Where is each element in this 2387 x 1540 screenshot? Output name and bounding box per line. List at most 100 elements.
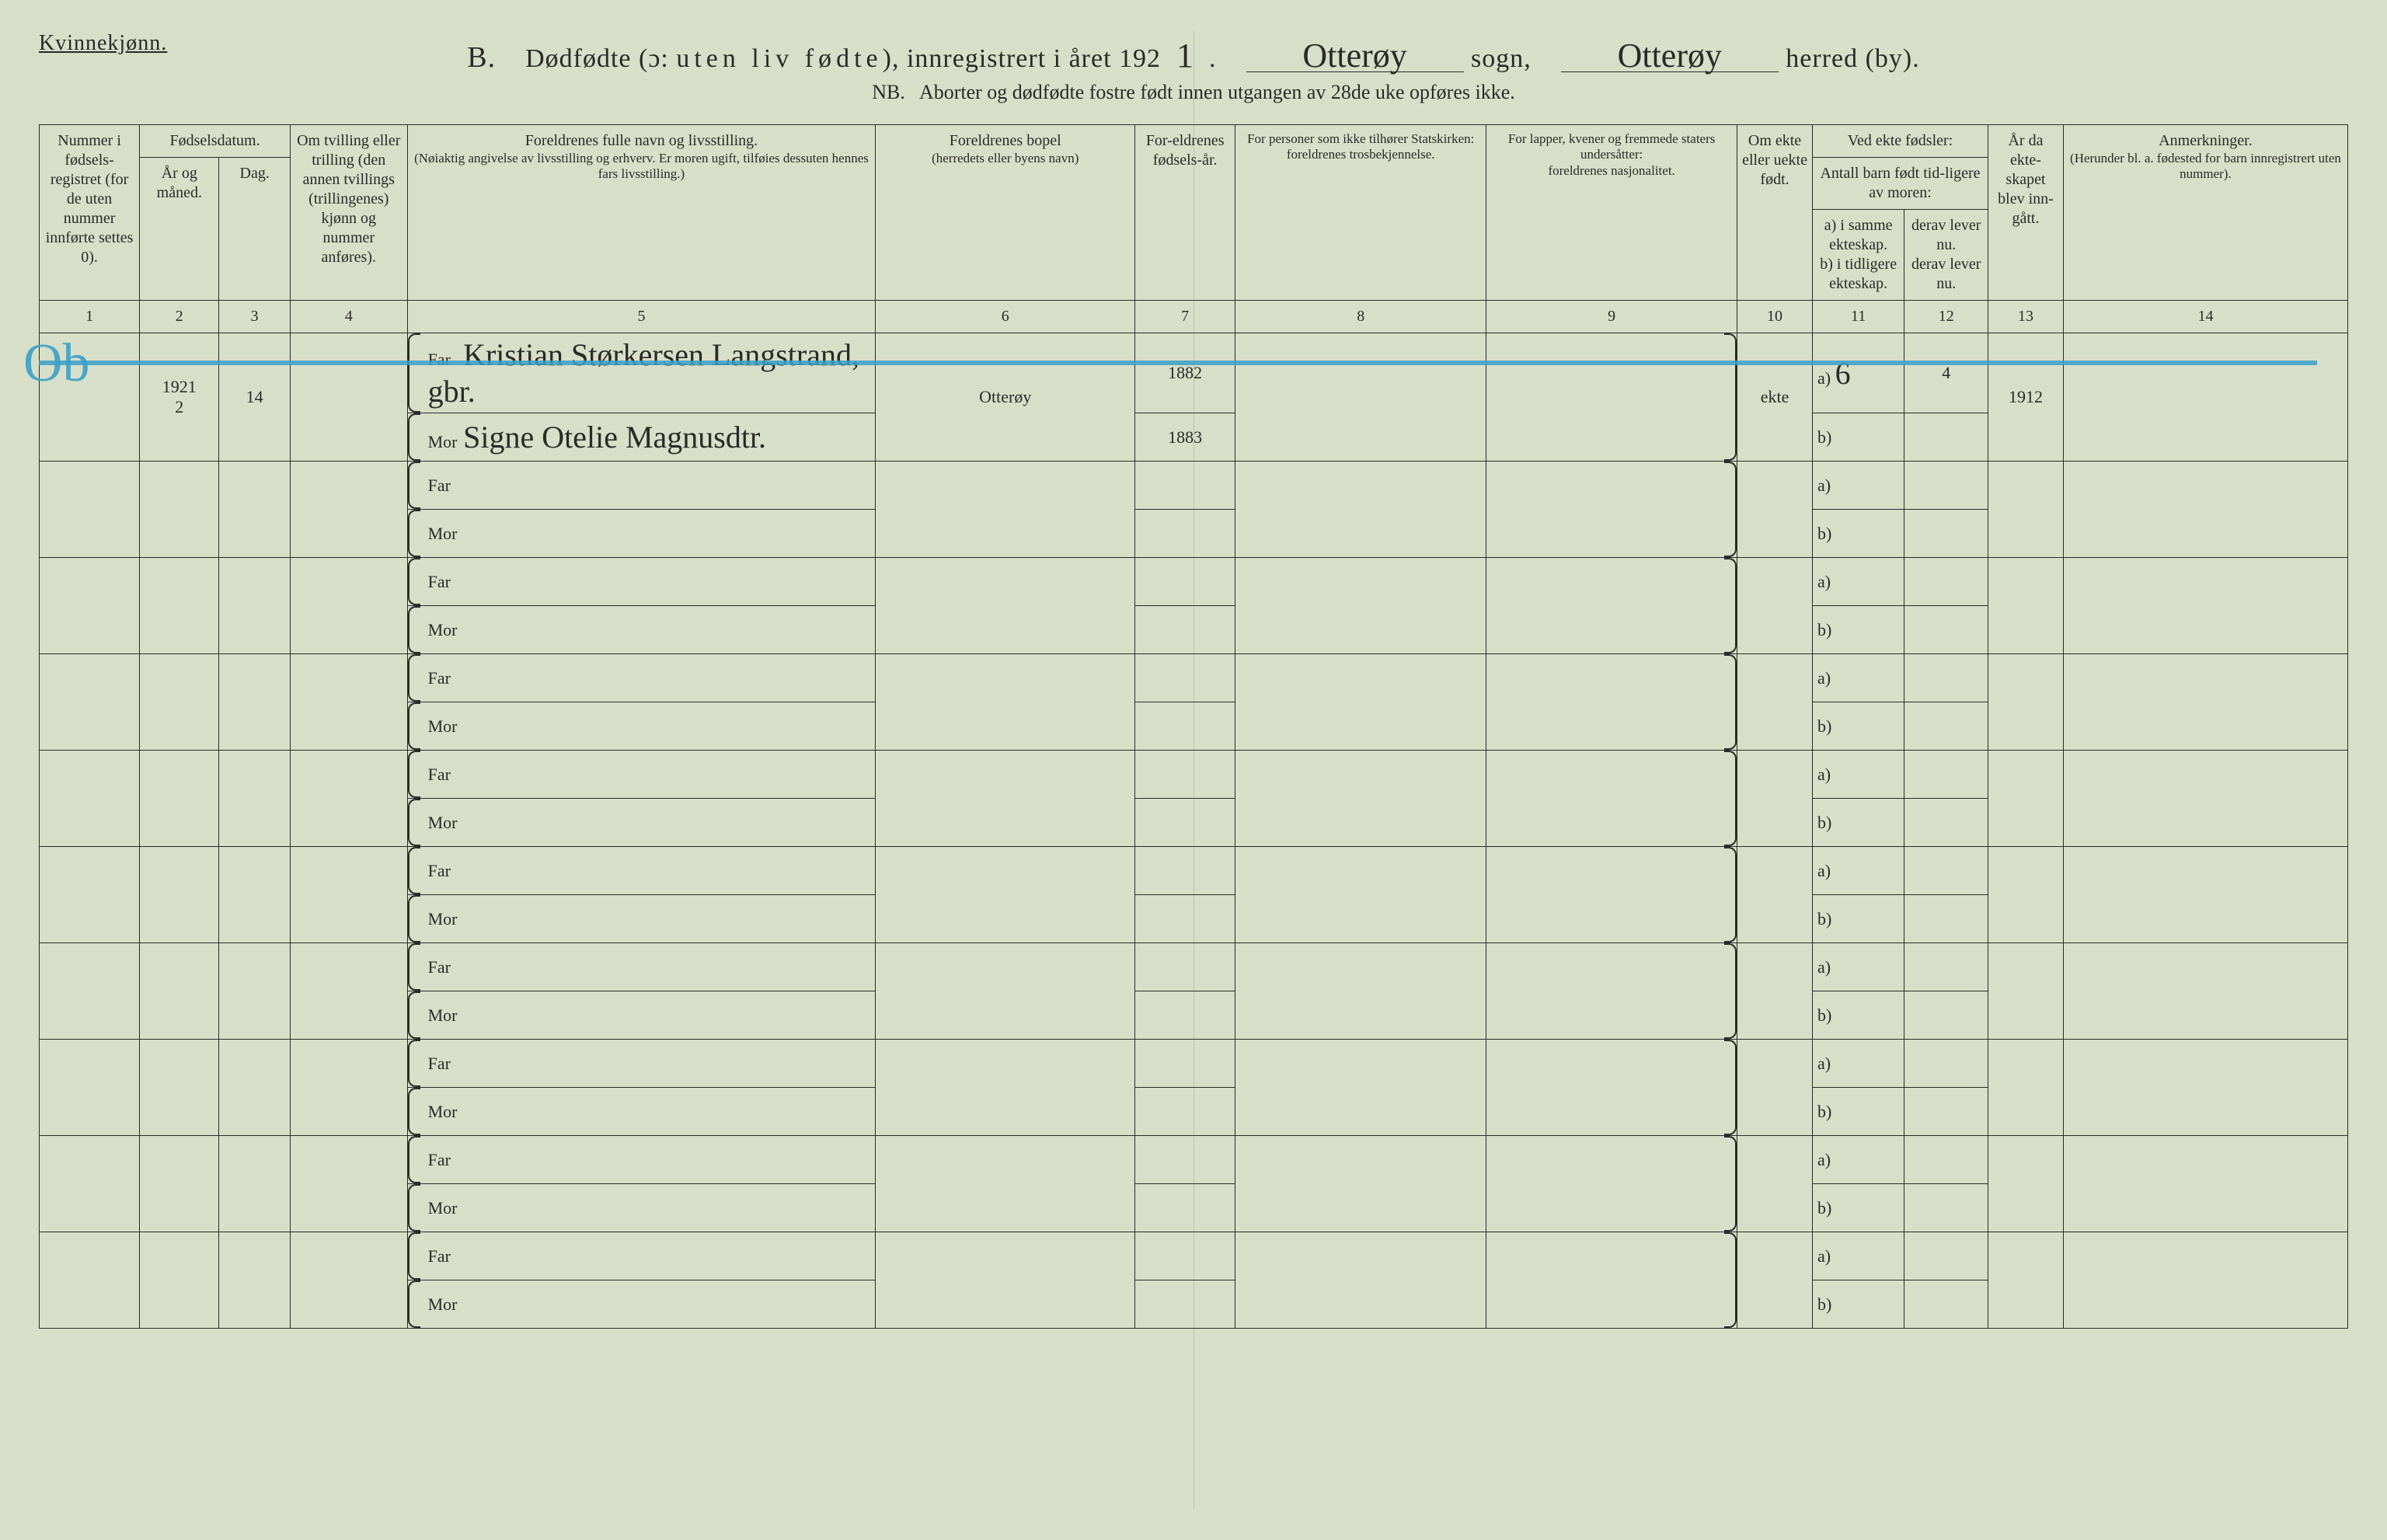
cell-ekteskap-aar (1988, 751, 2064, 847)
col-12-title: Anmerkninger. (2068, 131, 2343, 151)
col-2a-header: År og måned. (140, 158, 219, 301)
cell-far-aar (1135, 654, 1235, 702)
colnum-4: 4 (290, 301, 407, 333)
sogn-value: Otterøy (1246, 40, 1464, 72)
cell-ekteskap-aar (1988, 1232, 2064, 1329)
col-2-header-top: Fødselsdatum. (140, 125, 291, 158)
colnum-2: 2 (140, 301, 219, 333)
col-7-sub: foreldrenes trosbekjennelse. (1240, 147, 1481, 162)
cell-nummer (40, 1136, 140, 1232)
herred-label: herred (by). (1786, 44, 1919, 73)
col-11-header: År da ekte-skapet blev inn-gått. (1988, 125, 2064, 301)
cell-far-aar (1135, 1040, 1235, 1088)
cell-derav-a (1904, 1232, 1988, 1280)
cell-dag (219, 1040, 290, 1136)
cell-ekte (1737, 1232, 1813, 1329)
cell-nasjonalitet (1486, 1040, 1737, 1136)
cell-mor-aar (1135, 702, 1235, 751)
cell-bopel (876, 751, 1135, 847)
cell-ekte (1737, 847, 1813, 943)
cell-anmerkninger (2063, 943, 2347, 1040)
col-10-header-top: Ved ekte fødsler: (1812, 125, 1988, 158)
cell-antall-b: b) (1812, 1184, 1904, 1232)
cell-tros (1235, 751, 1486, 847)
cell-derav-a (1904, 1040, 1988, 1088)
blue-strike-line (39, 361, 2317, 365)
cell-far-aar (1135, 462, 1235, 510)
cell-far-aar (1135, 1232, 1235, 1280)
cell-nasjonalitet (1486, 1232, 1737, 1329)
cell-tros (1235, 654, 1486, 751)
cell-tvilling (290, 847, 407, 943)
cell-nummer (40, 943, 140, 1040)
col-9-header: Om ekte eller uekte født. (1737, 125, 1813, 301)
cell-mor-aar (1135, 1184, 1235, 1232)
cell-tvilling (290, 751, 407, 847)
col-5-sub: (herredets eller byens navn) (880, 151, 1130, 166)
cell-mor-aar (1135, 799, 1235, 847)
cell-anmerkninger (2063, 751, 2347, 847)
cell-tvilling (290, 943, 407, 1040)
cell-nummer (40, 654, 140, 751)
cell-antall-a: a) (1812, 847, 1904, 895)
cell-ekteskap-aar (1988, 1136, 2064, 1232)
cell-tros (1235, 462, 1486, 558)
cell-aar-maaned (140, 751, 219, 847)
col-3-header: Om tvilling eller trilling (den annen tv… (290, 125, 407, 301)
cell-antall-b: b) (1812, 606, 1904, 654)
cell-derav-a (1904, 654, 1988, 702)
cell-far-navn: Far (407, 1136, 876, 1184)
cell-dag (219, 751, 290, 847)
cell-mor-navn: Mor (407, 1184, 876, 1232)
cell-ekteskap-aar (1988, 943, 2064, 1040)
cell-derav-a (1904, 1136, 1988, 1184)
cell-bopel (876, 847, 1135, 943)
cell-antall-a: a) (1812, 943, 1904, 991)
cell-nummer (40, 1040, 140, 1136)
cell-tvilling (290, 462, 407, 558)
cell-tros (1235, 558, 1486, 654)
cell-far-aar (1135, 558, 1235, 606)
cell-anmerkninger (2063, 1136, 2347, 1232)
cell-mor-aar (1135, 895, 1235, 943)
col-7-header: For personer som ikke tilhører Statskirk… (1235, 125, 1486, 301)
cell-antall-a: a) (1812, 1136, 1904, 1184)
cell-tvilling (290, 1136, 407, 1232)
herred-value: Otterøy (1561, 40, 1779, 72)
cell-derav-b (1904, 606, 1988, 654)
colnum-8: 8 (1235, 301, 1486, 333)
cell-far-navn: Far Kristian Størkersen Langstrand, gbr. (407, 333, 876, 413)
cell-nasjonalitet (1486, 751, 1737, 847)
cell-bopel: Otterøy (876, 333, 1135, 462)
colnum-7: 7 (1135, 301, 1235, 333)
cell-tros (1235, 333, 1486, 462)
cell-derav-a (1904, 847, 1988, 895)
cell-ekte (1737, 558, 1813, 654)
cell-far-aar (1135, 847, 1235, 895)
cell-mor-navn: Mor Signe Otelie Magnusdtr. (407, 413, 876, 462)
cell-nasjonalitet (1486, 558, 1737, 654)
cell-bopel (876, 943, 1135, 1040)
cell-derav-b (1904, 510, 1988, 558)
col-8-header: For lapper, kvener og fremmede staters u… (1486, 125, 1737, 301)
cell-ekteskap-aar (1988, 1040, 2064, 1136)
cell-antall-a: a) (1812, 1040, 1904, 1088)
colnum-14: 14 (2063, 301, 2347, 333)
cell-anmerkninger (2063, 333, 2347, 462)
col-1-header: Nummer i fødsels-registret (for de uten … (40, 125, 140, 301)
cell-tros (1235, 1040, 1486, 1136)
cell-antall-b: b) (1812, 799, 1904, 847)
cell-antall-a: a) (1812, 654, 1904, 702)
cell-nasjonalitet (1486, 462, 1737, 558)
cell-anmerkninger (2063, 462, 2347, 558)
col-10c2-label: derav lever nu. (1909, 255, 1983, 294)
cell-anmerkninger (2063, 1040, 2347, 1136)
cell-far-navn: Far (407, 751, 876, 799)
cell-antall-a: a) (1812, 558, 1904, 606)
cell-mor-aar (1135, 991, 1235, 1040)
colnum-5: 5 (407, 301, 876, 333)
cell-nummer (40, 1232, 140, 1329)
cell-mor-navn: Mor (407, 799, 876, 847)
title-part-1: Dødfødte (ɔ: (525, 44, 669, 73)
cell-antall-a: a) 6 (1812, 333, 1904, 413)
